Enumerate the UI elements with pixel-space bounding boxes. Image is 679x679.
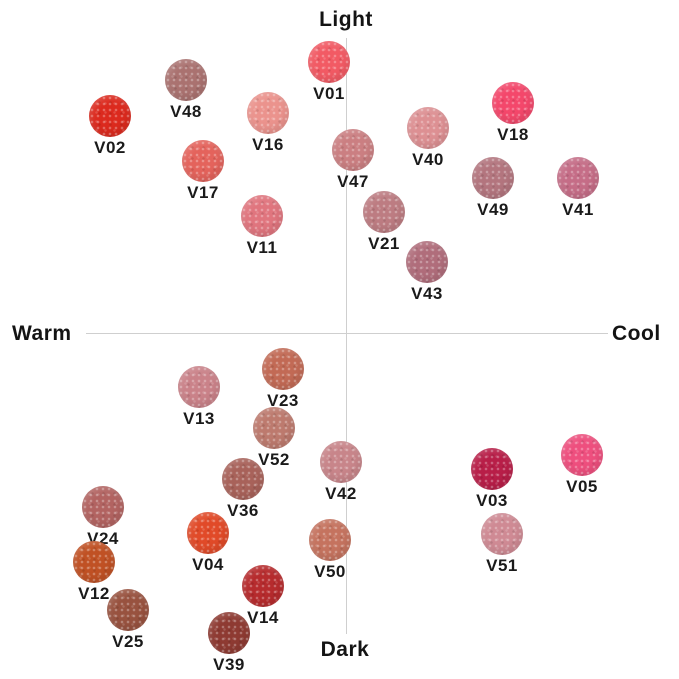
- swatch-V25: [107, 589, 149, 631]
- swatch-V52: [253, 407, 295, 449]
- swatch-V42: [320, 441, 362, 483]
- horizontal-axis-line: [86, 333, 608, 334]
- swatch-V48: [165, 59, 207, 101]
- swatch-label-V41: V41: [562, 200, 594, 219]
- swatch-V18: [492, 82, 534, 124]
- swatch-V40: [407, 107, 449, 149]
- swatch-label-V48: V48: [170, 102, 202, 121]
- axis-label-cool: Cool: [612, 322, 661, 345]
- swatch-label-V18: V18: [497, 125, 529, 144]
- swatch-V47: [332, 129, 374, 171]
- swatch-label-V50: V50: [314, 562, 346, 581]
- swatch-label-V23: V23: [267, 391, 299, 410]
- swatch-label-V12: V12: [78, 584, 110, 603]
- swatch-V03: [471, 448, 513, 490]
- swatch-label-V42: V42: [325, 484, 357, 503]
- vertical-axis-line: [346, 38, 347, 634]
- swatch-V05: [561, 434, 603, 476]
- swatch-V36: [222, 458, 264, 500]
- swatch-V24: [82, 486, 124, 528]
- swatch-V16: [247, 92, 289, 134]
- swatch-label-V21: V21: [368, 234, 400, 253]
- swatch-label-V43: V43: [411, 284, 443, 303]
- swatch-label-V01: V01: [313, 84, 345, 103]
- swatch-V23: [262, 348, 304, 390]
- swatch-label-V13: V13: [183, 409, 215, 428]
- swatch-V12: [73, 541, 115, 583]
- swatch-V39: [208, 612, 250, 654]
- swatch-V02: [89, 95, 131, 137]
- swatch-V01: [308, 41, 350, 83]
- swatch-V41: [557, 157, 599, 199]
- swatch-V17: [182, 140, 224, 182]
- swatch-V49: [472, 157, 514, 199]
- swatch-label-V11: V11: [246, 238, 278, 257]
- swatch-V14: [242, 565, 284, 607]
- swatch-label-V14: V14: [247, 608, 279, 627]
- swatch-label-V49: V49: [477, 200, 509, 219]
- axis-label-light: Light: [319, 8, 373, 31]
- swatch-label-V47: V47: [337, 172, 369, 191]
- swatch-V11: [241, 195, 283, 237]
- axis-label-dark: Dark: [320, 638, 370, 661]
- swatch-label-V02: V02: [94, 138, 126, 157]
- swatch-label-V52: V52: [258, 450, 290, 469]
- axis-label-warm: Warm: [12, 322, 72, 345]
- swatch-label-V40: V40: [412, 150, 444, 169]
- swatch-V04: [187, 512, 229, 554]
- swatch-label-V03: V03: [476, 491, 508, 510]
- swatch-label-V04: V04: [192, 555, 224, 574]
- swatch-label-V16: V16: [252, 135, 284, 154]
- swatch-V43: [406, 241, 448, 283]
- swatch-label-V05: V05: [566, 477, 598, 496]
- swatch-label-V36: V36: [227, 501, 259, 520]
- swatch-V51: [481, 513, 523, 555]
- swatch-label-V39: V39: [213, 655, 245, 674]
- swatch-V13: [178, 366, 220, 408]
- swatch-V21: [363, 191, 405, 233]
- swatch-label-V51: V51: [486, 556, 518, 575]
- swatch-label-V25: V25: [112, 632, 144, 651]
- swatch-V50: [309, 519, 351, 561]
- swatch-label-V17: V17: [187, 183, 219, 202]
